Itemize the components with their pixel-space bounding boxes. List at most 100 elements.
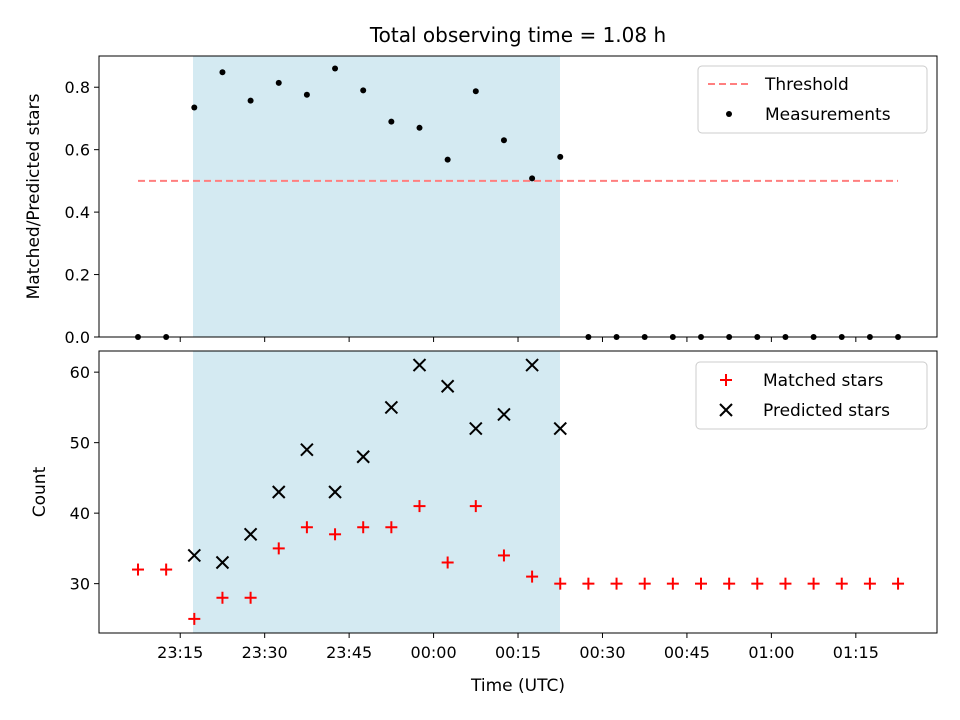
legend-measurements-label: Measurements <box>765 105 891 125</box>
measurement-point <box>275 79 282 86</box>
x-tick-label: 00:30 <box>579 643 625 662</box>
matched-point <box>132 563 144 576</box>
legend-measurements-swatch <box>726 111 732 117</box>
matched-point <box>723 577 736 590</box>
x-tick-label: 00:00 <box>411 643 457 662</box>
matched-point <box>779 577 792 590</box>
legend-predicted-label: Predicted stars <box>763 401 890 421</box>
predicted-point <box>525 358 539 372</box>
matched-point <box>638 577 651 590</box>
x-axis-label: Time (UTC) <box>470 676 565 696</box>
matched-point <box>807 577 820 590</box>
measurement-point <box>219 69 226 76</box>
legend-threshold-label: Threshold <box>764 75 849 95</box>
bottom-y-tick-label: 40 <box>70 504 90 523</box>
matched-point <box>497 549 510 562</box>
matched-point <box>835 577 848 590</box>
top-y-axis-label: Matched/Predicted stars <box>24 93 44 299</box>
bottom-y-tick-label: 60 <box>70 363 90 382</box>
predicted-point <box>215 555 230 570</box>
legend-matched-swatch <box>720 374 732 386</box>
bottom-legend: Matched stars Predicted stars <box>695 361 928 430</box>
measurement-point <box>529 175 536 182</box>
matched-point <box>216 591 229 604</box>
x-tick-label: 23:15 <box>157 643 203 662</box>
matched-point <box>863 577 876 590</box>
matched-point <box>160 563 173 576</box>
predicted-point <box>440 379 455 393</box>
matched-point <box>413 500 426 513</box>
measurement-point <box>444 156 451 163</box>
top-axes-frame <box>98 55 938 338</box>
predicted-point <box>469 421 483 436</box>
top-legend-box <box>697 65 928 134</box>
matched-point <box>244 591 257 604</box>
matched-point <box>554 577 567 590</box>
chart-title: Total observing time = 1.08 h <box>369 23 666 47</box>
top-y-tick-label: 0.8 <box>65 78 90 97</box>
predicted-point <box>243 527 258 542</box>
matched-point <box>357 521 370 534</box>
matched-point <box>892 577 905 590</box>
matched-point <box>329 528 342 541</box>
measurement-point <box>360 87 367 94</box>
measurement-point <box>500 137 507 144</box>
predicted-point <box>412 358 427 372</box>
x-tick-label: 00:15 <box>495 643 541 662</box>
predicted-point <box>553 421 567 436</box>
top-y-tick-label: 0.4 <box>65 203 90 222</box>
top-x-ticks <box>179 337 857 342</box>
matched-point <box>610 577 623 590</box>
bottom-legend-box <box>695 361 928 430</box>
bottom-y-tick-label: 30 <box>70 575 90 594</box>
predicted-point <box>187 548 202 563</box>
count-points <box>132 358 905 625</box>
matched-point <box>300 521 313 534</box>
measurement-point <box>557 153 564 160</box>
measurement-point <box>303 91 310 98</box>
observing-window-shade-bottom <box>193 351 560 633</box>
predicted-point <box>328 485 342 499</box>
matched-point <box>526 570 539 583</box>
matched-point <box>695 577 707 590</box>
top-y-tick-label: 0.6 <box>65 141 90 160</box>
measurement-point <box>191 104 198 111</box>
matched-point <box>469 500 482 513</box>
x-tick-label: 23:30 <box>242 643 288 662</box>
legend-predicted-swatch <box>719 403 733 417</box>
top-panel: 0.00.20.40.60.8 Matched/Predicted stars … <box>24 55 938 347</box>
bottom-y-axis-label: Count <box>30 466 50 517</box>
bottom-panel: 30 40 50 60 23:15 23:30 23:45 00:00 00:15 00:30 0… <box>30 350 938 696</box>
x-tick-label: 01:15 <box>833 643 879 662</box>
top-y-ticks: 0.0 0.2 0.4 0.6 0.8 <box>65 78 99 347</box>
bottom-x-ticks: 23:15 23:30 23:45 00:00 00:15 00:30 00:45 01:00… <box>157 633 879 662</box>
x-tick-label: 00:45 <box>664 643 710 662</box>
top-y-tick-label: 0.2 <box>65 266 90 285</box>
predicted-point <box>384 400 399 415</box>
predicted-point <box>356 450 370 464</box>
matched-point <box>751 577 764 590</box>
top-y-tick-label: 0.0 <box>65 328 90 347</box>
predicted-point <box>497 407 511 422</box>
measurement-point <box>247 97 254 104</box>
measurement-point <box>332 65 339 72</box>
x-tick-label: 01:00 <box>748 643 794 662</box>
matched-point <box>582 577 595 590</box>
measurement-point <box>472 88 479 95</box>
bottom-axes-frame <box>98 350 938 634</box>
matched-point <box>272 542 285 555</box>
matched-point <box>666 577 679 590</box>
observing-window-shade-top <box>193 56 560 337</box>
bottom-y-tick-label: 50 <box>70 434 90 453</box>
top-legend: Threshold Measurements <box>697 65 928 134</box>
matched-point <box>385 521 398 534</box>
measurement-point <box>416 124 423 131</box>
predicted-point <box>272 485 286 499</box>
matched-point <box>188 612 201 625</box>
bottom-y-ticks: 30 40 50 60 <box>70 363 99 594</box>
measurement-point <box>388 118 395 125</box>
x-tick-label: 23:45 <box>326 643 372 662</box>
predicted-point <box>300 442 314 457</box>
